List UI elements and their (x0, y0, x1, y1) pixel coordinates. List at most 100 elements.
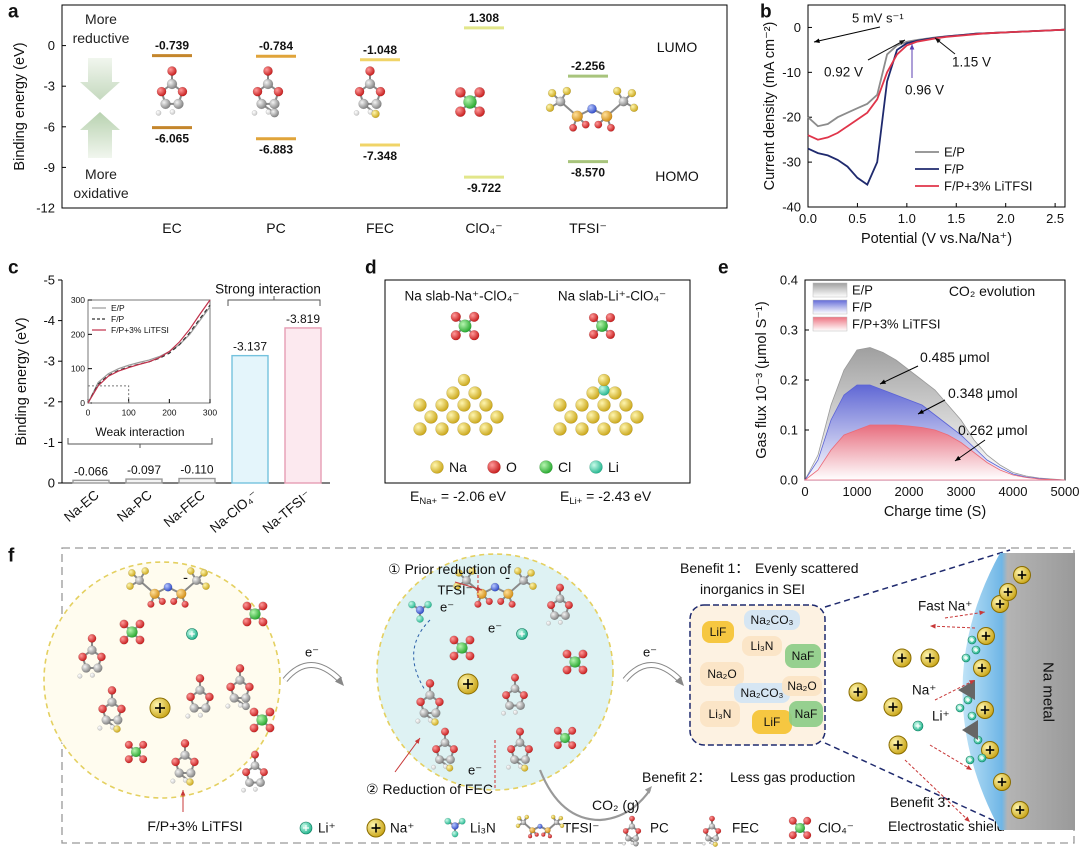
series-name: HOMO (655, 168, 699, 184)
zoom-line (824, 742, 1011, 829)
legend-label: ClO₄⁻ (818, 821, 854, 836)
atom (794, 822, 806, 834)
atom (588, 329, 599, 340)
atom (578, 649, 588, 659)
value-label: -1.048 (363, 43, 397, 57)
value-label: -6.883 (259, 143, 293, 157)
atom (712, 835, 720, 842)
energy-subscript: Na+ (419, 496, 437, 507)
panel-letter: a (8, 2, 19, 23)
atom (113, 715, 123, 725)
electron: e⁻ (488, 621, 502, 636)
annotation: 0.262 μmol (958, 422, 1028, 438)
diagram-title: Na slab-Li⁺-ClO₄⁻ (558, 289, 666, 304)
atom (170, 597, 178, 606)
atom (262, 78, 274, 90)
y-tick-label: 0.2 (780, 373, 798, 388)
y-tick-label: 0 (794, 20, 801, 35)
atom (195, 685, 205, 695)
atom (547, 834, 553, 839)
atom (555, 594, 565, 604)
electrolyte-label: F/P+3% LiTFSI (147, 818, 242, 834)
y-tick-label: 0.1 (780, 423, 798, 438)
charge: - (505, 570, 510, 587)
atom (450, 330, 461, 341)
atom (619, 398, 633, 412)
atom (155, 110, 162, 116)
energy-symbol: E (410, 488, 419, 504)
atom (98, 704, 107, 714)
x-tick-label: 0 (86, 407, 91, 417)
panel-letter: c (8, 258, 19, 279)
benefit-text: Evenly scattered (755, 560, 859, 576)
atom (375, 86, 386, 97)
value-label: -0.739 (155, 39, 189, 53)
atom (435, 755, 445, 765)
atom (255, 778, 265, 788)
y-tick-label: -30 (782, 155, 801, 170)
sei-label: Li₃N (751, 639, 774, 653)
atom (416, 615, 424, 623)
atom (273, 86, 284, 97)
atom (501, 710, 507, 716)
atom (180, 739, 190, 748)
atom (708, 823, 716, 830)
y-axis-label: Current density (mA cm⁻²) (762, 22, 778, 191)
electrolyte-bulk (43, 561, 281, 799)
atom (553, 398, 567, 412)
atom (139, 740, 148, 749)
atom (449, 744, 459, 754)
y-axis-label: Binding energy (eV) (12, 42, 28, 170)
atom (258, 617, 268, 627)
x-tick-label: 1000 (843, 484, 872, 499)
charge: - (183, 570, 188, 587)
atom (249, 723, 259, 733)
atom (87, 634, 97, 643)
sei-component (789, 701, 823, 727)
atom (435, 422, 449, 436)
y-tick-label: 0 (48, 38, 55, 53)
atom (515, 738, 525, 748)
atom (229, 693, 239, 703)
oxidative-arrow (80, 112, 120, 158)
sei-component (700, 701, 740, 727)
atom (553, 741, 562, 750)
arrow-head (899, 40, 905, 45)
atom (564, 600, 574, 610)
electron: e⁻ (468, 763, 482, 778)
atom (252, 86, 263, 97)
annotation: 5 mV s⁻¹ (852, 11, 904, 26)
atom (451, 830, 459, 838)
atom (632, 835, 640, 842)
atom (519, 690, 529, 700)
sei-label: Na₂CO₃ (741, 686, 784, 700)
atom (245, 778, 255, 788)
atom (249, 608, 261, 620)
atom (190, 757, 199, 767)
atom (560, 611, 570, 621)
x-tick-label: 2.5 (1046, 211, 1064, 226)
atom (589, 460, 603, 474)
atom (177, 86, 188, 97)
atom (185, 713, 191, 719)
atom (468, 386, 482, 400)
panel-d-frame (384, 279, 691, 484)
annotation: More reductive (72, 11, 130, 46)
arrow-head (335, 676, 344, 686)
atom (555, 96, 566, 107)
atom (788, 831, 797, 840)
atom (358, 98, 369, 110)
atom (581, 120, 590, 129)
sei-component (734, 683, 790, 703)
atom (160, 98, 171, 110)
atom (463, 95, 477, 109)
series-name: LUMO (657, 39, 698, 55)
atom (119, 635, 129, 645)
atom (618, 96, 629, 107)
arrow-head (979, 610, 985, 616)
sei-label: NaF (792, 649, 815, 663)
atom (147, 600, 155, 608)
energy-label: ELi+ = -2.43 eV (560, 488, 652, 507)
sei-label: Na₂CO₃ (751, 613, 794, 627)
